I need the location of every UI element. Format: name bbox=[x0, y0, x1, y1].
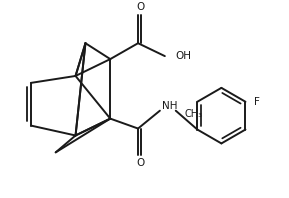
Text: NH: NH bbox=[162, 101, 177, 111]
Text: O: O bbox=[136, 2, 144, 12]
Text: F: F bbox=[254, 97, 260, 107]
Text: CH₃: CH₃ bbox=[184, 109, 202, 119]
Text: OH: OH bbox=[176, 51, 192, 61]
Text: O: O bbox=[136, 158, 144, 168]
